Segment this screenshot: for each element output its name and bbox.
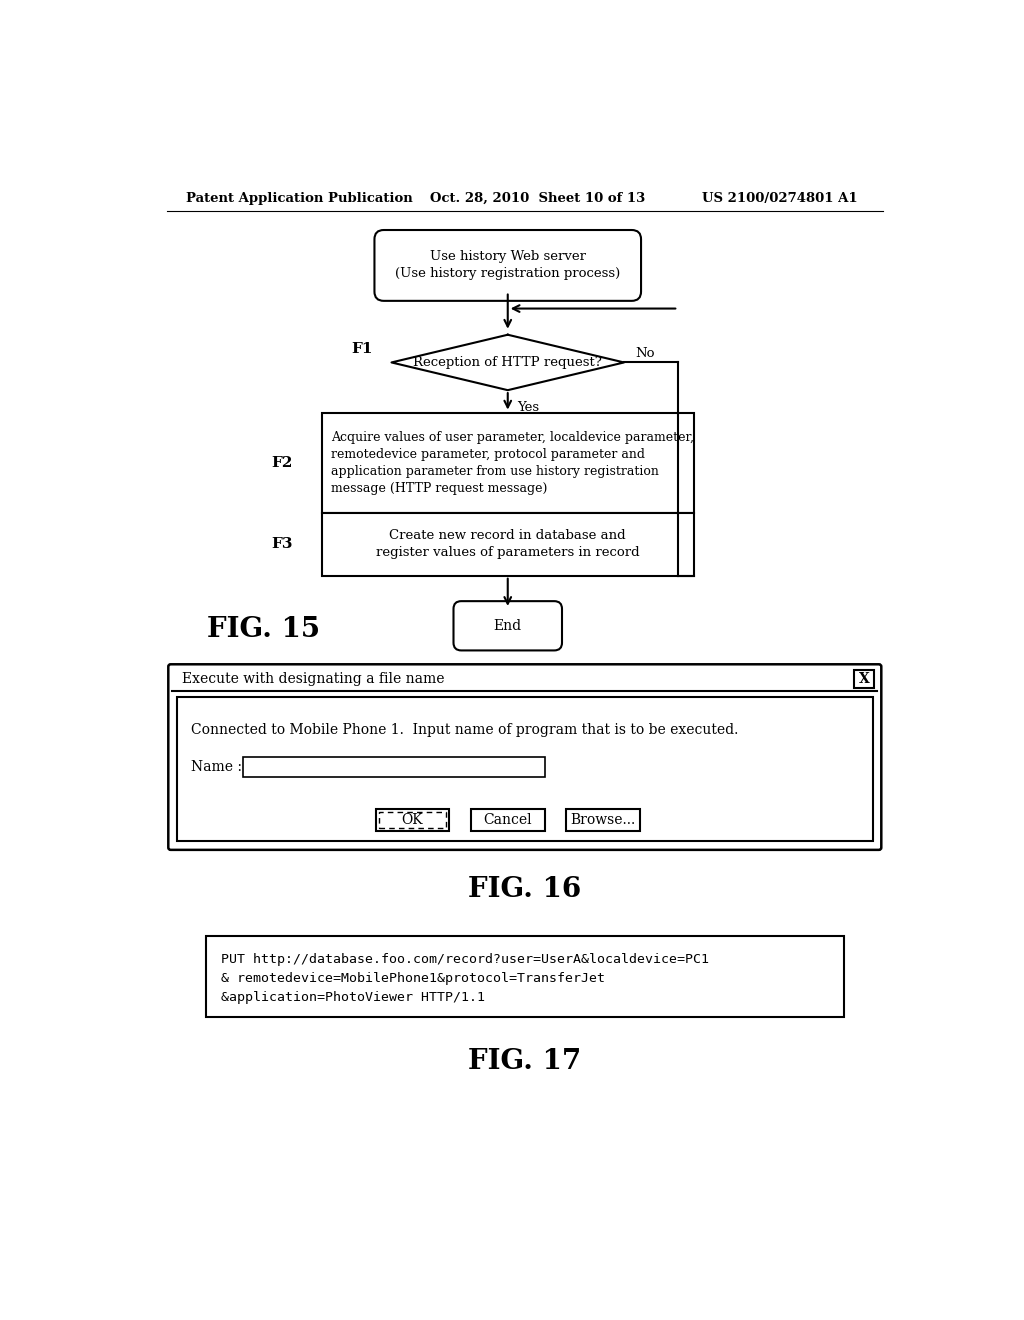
Text: Yes: Yes xyxy=(517,401,540,414)
FancyBboxPatch shape xyxy=(454,601,562,651)
Text: OK: OK xyxy=(401,813,423,826)
Bar xyxy=(471,809,545,830)
Text: Oct. 28, 2010  Sheet 10 of 13: Oct. 28, 2010 Sheet 10 of 13 xyxy=(430,191,645,205)
Text: PUT http://database.foo.com/record?user=UserA&localdevice=PC1
& remotedevice=Mob: PUT http://database.foo.com/record?user=… xyxy=(221,953,709,1005)
Text: FIG. 16: FIG. 16 xyxy=(468,876,582,903)
Text: Browse...: Browse... xyxy=(570,813,636,826)
Text: Connected to Mobile Phone 1.  Input name of program that is to be executed.: Connected to Mobile Phone 1. Input name … xyxy=(190,723,738,737)
Text: FIG. 15: FIG. 15 xyxy=(207,616,321,643)
Text: Patent Application Publication: Patent Application Publication xyxy=(186,191,413,205)
Text: FIG. 17: FIG. 17 xyxy=(468,1048,582,1074)
Text: F2: F2 xyxy=(271,455,292,470)
Bar xyxy=(177,697,872,841)
Bar xyxy=(322,413,693,512)
Text: US 2100/0274801 A1: US 2100/0274801 A1 xyxy=(701,191,857,205)
Text: No: No xyxy=(636,347,655,360)
Bar xyxy=(206,936,844,1016)
Bar xyxy=(566,809,640,830)
Text: F1: F1 xyxy=(351,342,373,355)
Text: Cancel: Cancel xyxy=(483,813,532,826)
Bar xyxy=(854,669,874,688)
Text: X: X xyxy=(859,672,869,686)
Bar xyxy=(243,756,545,776)
Text: Reception of HTTP request?: Reception of HTTP request? xyxy=(414,356,602,370)
Bar xyxy=(322,512,693,576)
Text: Name :: Name : xyxy=(190,760,242,774)
Text: Acquire values of user parameter, localdevice parameter,
remotedevice parameter,: Acquire values of user parameter, locald… xyxy=(331,430,694,495)
Text: Create new record in database and
register values of parameters in record: Create new record in database and regist… xyxy=(376,529,640,560)
Text: F3: F3 xyxy=(270,537,292,552)
FancyBboxPatch shape xyxy=(375,230,641,301)
Bar xyxy=(379,812,446,828)
Text: Execute with designating a file name: Execute with designating a file name xyxy=(182,672,444,686)
Text: End: End xyxy=(494,619,522,632)
Bar xyxy=(376,809,450,830)
Text: Use history Web server
(Use history registration process): Use history Web server (Use history regi… xyxy=(395,251,621,280)
FancyBboxPatch shape xyxy=(168,664,882,850)
